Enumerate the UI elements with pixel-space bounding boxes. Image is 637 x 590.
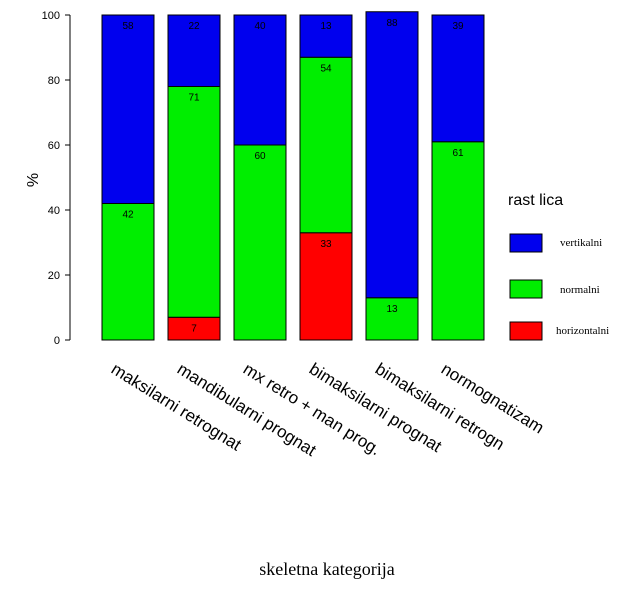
bar-value-label: 61 xyxy=(452,148,464,159)
legend-label-horizontalni: horizontalni xyxy=(556,325,609,337)
bar-value-label: 40 xyxy=(254,21,266,32)
legend: rast lica vertikalni normalni horizontalni xyxy=(508,192,609,341)
legend-item-horizontalni: horizontalni xyxy=(509,321,609,341)
legend-swatch-normalni xyxy=(509,279,543,299)
bar-segment-normalni xyxy=(167,86,221,318)
y-tick-label: 0 xyxy=(54,335,60,347)
bar-value-label: 54 xyxy=(320,63,332,74)
bar-value-label: 60 xyxy=(254,151,266,162)
y-tick-label: 100 xyxy=(42,10,60,22)
legend-item-vertikalni: vertikalni xyxy=(509,233,602,253)
bar-value-label: 13 xyxy=(386,304,398,315)
bar-value-label: 13 xyxy=(320,21,332,32)
y-tick-label: 20 xyxy=(48,270,60,282)
bar-segment-normalni xyxy=(233,144,287,341)
bar-value-label: 7 xyxy=(191,323,197,334)
legend-swatch-vertikalni xyxy=(509,233,543,253)
legend-label-normalni: normalni xyxy=(560,284,600,296)
y-axis-title: % xyxy=(25,173,42,187)
legend-item-normalni: normalni xyxy=(509,279,600,299)
bar-value-label: 42 xyxy=(122,210,134,221)
bar-value-label: 88 xyxy=(386,18,398,29)
bar-value-label: 39 xyxy=(452,21,464,32)
bar-segment-vertikalni xyxy=(167,14,221,87)
x-axis-title: skeletna kategorija xyxy=(259,559,394,579)
legend-label-vertikalni: vertikalni xyxy=(560,237,602,249)
bar-segment-vertikalni xyxy=(431,14,485,143)
bar-segment-vertikalni xyxy=(299,14,353,58)
bar-segment-normalni xyxy=(431,141,485,341)
y-tick-label: 80 xyxy=(48,75,60,87)
y-tick-label: 60 xyxy=(48,140,60,152)
y-tick-label: 40 xyxy=(48,205,60,217)
bar-value-label: 33 xyxy=(320,239,332,250)
bar-segment-normalni xyxy=(101,203,155,341)
bar-value-label: 58 xyxy=(122,21,134,32)
bar-value-label: 22 xyxy=(188,21,200,32)
bar-segment-vertikalni xyxy=(233,14,287,146)
plot-area: 42 58 7 71 22 60 40 33 54 13 13 88 61 39 xyxy=(101,11,485,341)
bar-segment-normalni xyxy=(365,297,419,341)
bar-segment-vertikalni xyxy=(101,14,155,204)
bar-segment-vertikalni xyxy=(365,11,419,299)
bar-segment-normalni xyxy=(299,56,353,234)
bar-value-label: 71 xyxy=(188,93,200,104)
legend-swatch-horizontalni xyxy=(509,321,543,341)
legend-title: rast lica xyxy=(508,192,563,209)
axes: 0 20 40 60 80 100 xyxy=(42,10,71,347)
